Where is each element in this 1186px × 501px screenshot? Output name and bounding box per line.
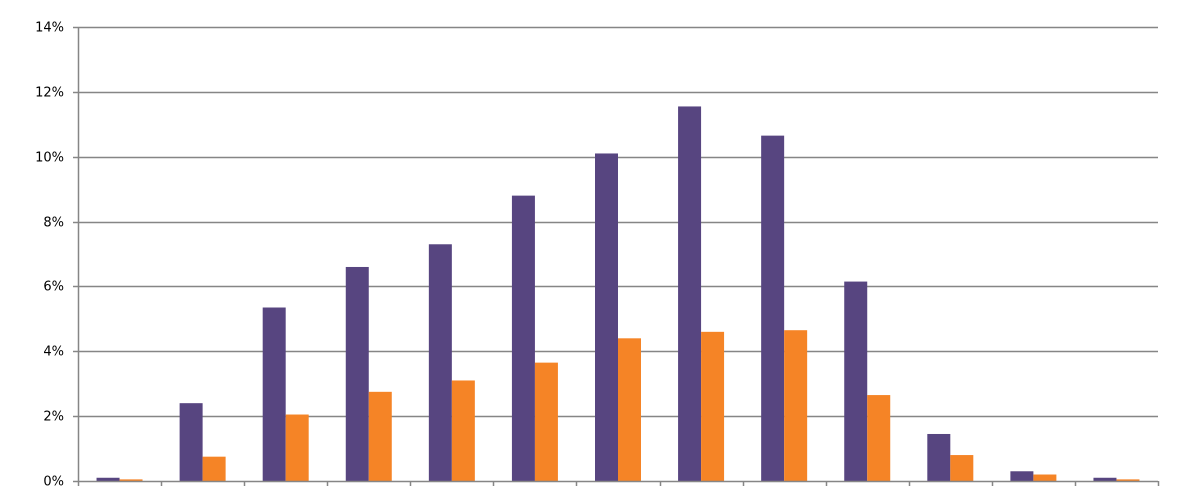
- bar-series-1: [428, 244, 452, 481]
- y-tick-label: 0%: [43, 475, 64, 490]
- bar-series-2: [202, 456, 226, 481]
- bar-series-1: [511, 195, 535, 481]
- bar-series-2: [784, 330, 808, 481]
- y-tick-labels: 0% 2% 4% 6% 8% 10% 12% 14%: [35, 21, 64, 490]
- bar-series-1: [1093, 477, 1117, 481]
- y-tick-label: 8%: [43, 216, 64, 231]
- y-tick-label: 12%: [35, 86, 64, 101]
- bar-series-2: [618, 338, 641, 481]
- bar-series-2: [368, 391, 392, 481]
- y-tick-label: 10%: [35, 151, 64, 166]
- y-tick-label: 6%: [43, 280, 64, 295]
- bar-series-1: [179, 403, 203, 481]
- bar-series-2: [1033, 474, 1057, 481]
- y-tick-label: 2%: [43, 410, 64, 425]
- bar-series-2: [451, 380, 475, 481]
- bar-series-2: [701, 331, 725, 481]
- bar-series-1: [927, 433, 951, 481]
- bar-series-2: [285, 414, 309, 481]
- bar-series-1: [844, 281, 868, 481]
- bar-series-2: [534, 362, 558, 481]
- y-tick-label: 14%: [35, 21, 64, 36]
- bar-series-1: [1010, 471, 1034, 481]
- bar-series-2: [867, 395, 891, 481]
- bar-series-1: [761, 135, 785, 481]
- bar-series-1: [262, 307, 286, 481]
- bar-series-1: [595, 153, 618, 481]
- bar-series-1: [345, 266, 369, 481]
- axes: [73, 26, 1160, 486]
- bar-series-2: [950, 455, 974, 481]
- y-tick-label: 4%: [43, 345, 64, 360]
- bar-series-1: [96, 477, 120, 481]
- bars: [96, 106, 1140, 481]
- bar-series-1: [678, 106, 702, 481]
- bar-series-2: [1116, 479, 1140, 481]
- bar-series-2: [119, 479, 143, 481]
